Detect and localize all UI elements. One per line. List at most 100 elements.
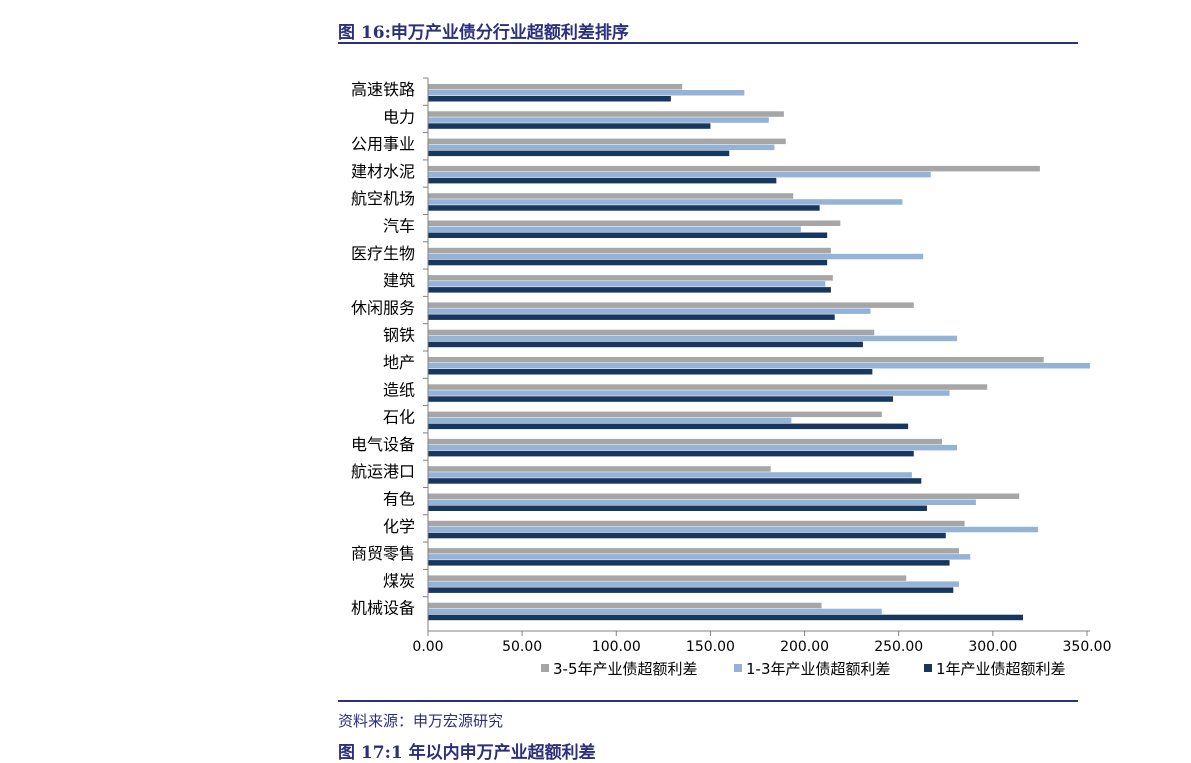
footer-divider [338,700,1078,702]
x-tick-label: 50.00 [502,639,542,655]
bar-1yr-8 [428,314,835,320]
bar-3-5yr-5 [428,220,841,226]
x-tick-label: 0.00 [412,639,443,655]
bar-3-5yr-4 [428,193,794,199]
bar-3-5yr-14 [428,466,771,472]
x-tick-label: 200.00 [780,639,829,655]
bar-1-3yr-7 [428,281,826,287]
bar-1yr-0 [428,96,671,102]
bar-chart: 高速铁路电力公用事业建材水泥航空机场汽车医疗生物建筑休闲服务钢铁地产造纸石化电气… [351,77,1112,678]
bar-1yr-19 [428,614,1023,621]
legend: 3-5年产业债超额利差 1-3年产业债超额利差 1年产业债超额利差 [541,660,1066,678]
category-label: 公用事业 [351,135,415,154]
bar-1-3yr-1 [428,117,769,123]
bar-1yr-11 [428,396,894,402]
x-tick-label: 100.00 [592,639,641,655]
category-label: 高速铁路 [351,80,415,99]
category-label: 煤炭 [383,571,415,590]
bar-3-5yr-18 [428,575,907,581]
legend-label: 1-3年产业债超额利差 [746,660,891,678]
bar-1-3yr-16 [428,526,1039,533]
category-label: 有色 [383,490,415,509]
bar-1-3yr-4 [428,199,903,205]
bar-1-3yr-19 [428,608,882,615]
bar-3-5yr-11 [428,384,988,390]
bar-3-5yr-8 [428,302,914,308]
bar-1yr-17 [428,560,950,566]
x-tick-label: 250.00 [874,639,923,655]
bar-3-5yr-6 [428,247,831,254]
category-labels: 高速铁路电力公用事业建材水泥航空机场汽车医疗生物建筑休闲服务钢铁地产造纸石化电气… [351,80,415,618]
bar-1-3yr-14 [428,472,912,478]
bar-3-5yr-7 [428,275,833,281]
bar-1yr-7 [428,287,831,293]
bar-1-3yr-6 [428,253,924,260]
bar-3-5yr-17 [428,548,959,554]
bar-1-3yr-11 [428,390,950,396]
bar-3-5yr-1 [428,111,784,117]
category-label: 地产 [383,353,415,372]
bar-1-3yr-13 [428,444,958,451]
bar-1-3yr-15 [428,499,976,505]
bar-1-3yr-8 [428,308,871,314]
bar-1yr-16 [428,532,946,539]
bar-1-3yr-17 [428,554,971,560]
category-label: 汽车 [383,217,415,236]
bar-1yr-14 [428,478,922,484]
bars-group [428,84,1090,621]
category-label: 电气设备 [351,435,415,454]
legend-swatch [541,664,549,672]
category-label: 建筑 [383,271,415,290]
bar-3-5yr-9 [428,329,875,336]
bar-1yr-6 [428,259,828,266]
category-label: 商贸零售 [351,544,415,563]
x-tick-label: 300.00 [968,639,1017,655]
bar-3-5yr-12 [428,411,882,418]
bar-1-3yr-5 [428,226,801,232]
next-figure-title: 图 17:1 年以内申万产业超额利差 [338,743,596,763]
bar-1yr-13 [428,450,914,457]
legend-swatch [924,664,932,672]
category-label: 化学 [383,517,415,536]
bar-3-5yr-2 [428,138,786,145]
bar-1yr-18 [428,587,954,593]
category-label: 休闲服务 [351,298,415,317]
bar-1-3yr-0 [428,90,745,96]
bar-1yr-2 [428,150,730,157]
legend-label: 3-5年产业债超额利差 [553,660,698,678]
bar-3-5yr-15 [428,493,1020,499]
title-divider [338,42,1078,44]
bar-1yr-5 [428,232,828,238]
category-label: 医疗生物 [351,244,415,263]
figure-title: 图 16:申万产业债分行业超额利差排序 [338,23,629,43]
bar-1-3yr-2 [428,144,775,151]
category-label: 机械设备 [351,599,415,618]
bar-3-5yr-16 [428,520,965,527]
x-tick-labels: 0.00 50.00 100.00 150.00 200.00 250.00 300.00 3… [412,639,1111,655]
bar-1yr-4 [428,205,820,211]
bar-1yr-9 [428,341,863,348]
bar-1yr-1 [428,123,711,129]
category-label: 电力 [383,107,415,126]
bar-1yr-3 [428,177,777,184]
bar-1yr-10 [428,369,873,375]
category-label: 建材水泥 [351,162,415,181]
bar-1-3yr-18 [428,581,959,587]
bar-3-5yr-19 [428,602,822,609]
category-label: 造纸 [383,380,415,399]
source-note: 资料来源：申万宏源研究 [338,712,504,730]
category-label: 航运港口 [351,462,415,481]
bar-3-5yr-0 [428,84,683,90]
bar-1-3yr-9 [428,335,958,342]
bar-3-5yr-10 [428,357,1044,363]
x-tick-label: 350.00 [1063,639,1112,655]
category-label: 石化 [383,408,415,427]
x-tick-label: 150.00 [686,639,735,655]
legend-label: 1年产业债超额利差 [936,660,1066,678]
bar-3-5yr-3 [428,165,1040,172]
bar-1yr-15 [428,505,927,511]
category-label: 钢铁 [383,326,415,345]
bar-1-3yr-3 [428,171,931,178]
bar-3-5yr-13 [428,438,943,445]
legend-swatch [734,664,742,672]
